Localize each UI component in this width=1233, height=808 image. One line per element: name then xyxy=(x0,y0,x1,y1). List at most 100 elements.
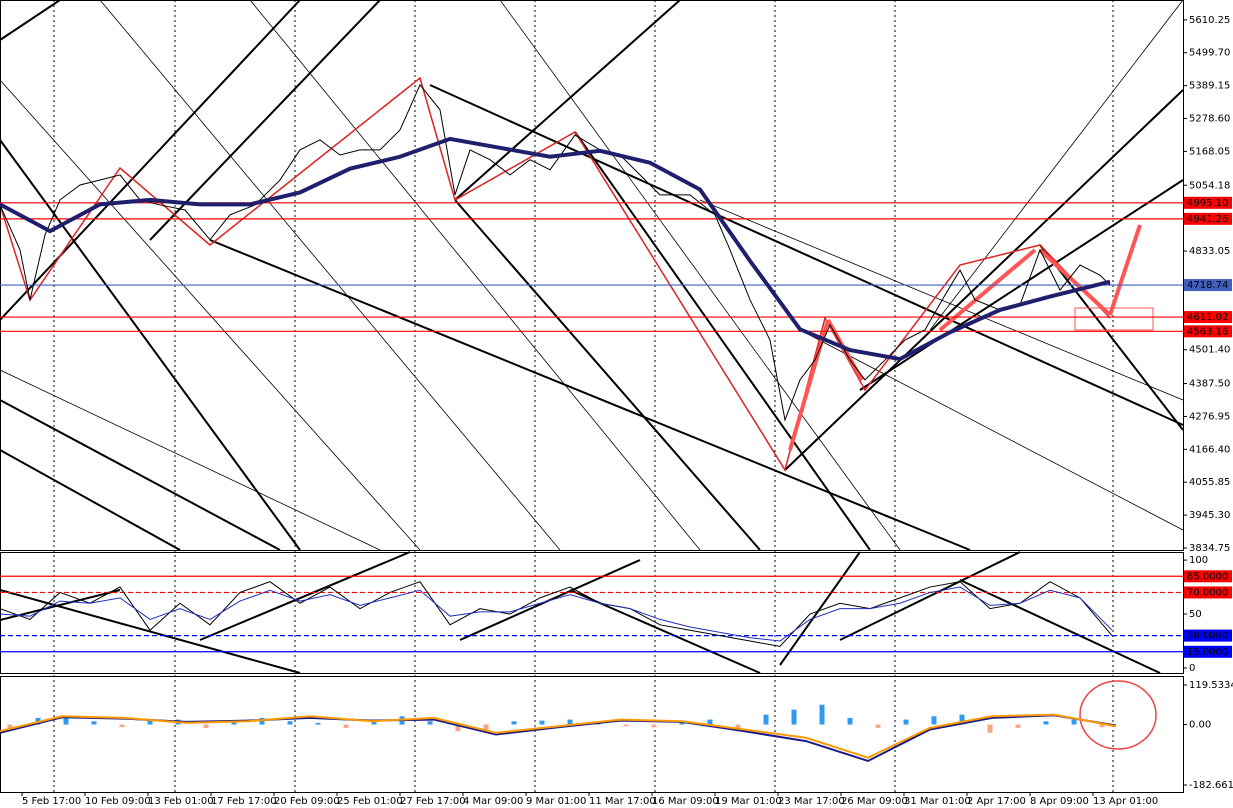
histogram-bar xyxy=(707,719,713,725)
x-tick-label: 13 Apr 01:00 xyxy=(1093,796,1158,807)
level-label: 70.0000 xyxy=(1187,587,1228,598)
x-tick-label: 10 Feb 09:00 xyxy=(85,796,151,807)
histogram-bar xyxy=(343,724,349,728)
y-tick-label: 5499.70 xyxy=(1189,48,1230,59)
level-label-bg xyxy=(1184,196,1232,209)
x-tick-label: 11 Mar 17:00 xyxy=(589,796,656,807)
level-label-bg xyxy=(1184,311,1232,324)
y-tick-label: 4501.40 xyxy=(1189,345,1230,356)
histogram-bar xyxy=(763,714,769,725)
y-tick-label: 5389.15 xyxy=(1189,81,1230,92)
level-label: 85.0000 xyxy=(1187,571,1228,582)
level-label-bg xyxy=(1184,570,1232,583)
histogram-bar xyxy=(427,721,433,725)
histogram-bar xyxy=(483,724,489,730)
level-label-bg xyxy=(1184,645,1232,658)
trendlines xyxy=(0,0,1184,674)
frames xyxy=(0,0,1184,793)
histogram-bar xyxy=(903,719,909,725)
histogram-bar xyxy=(455,724,461,732)
x-tick-label: 25 Feb 01:00 xyxy=(337,796,403,807)
histogram-bar xyxy=(847,717,853,725)
histogram-bar xyxy=(1015,724,1021,728)
y-tick-label: 5168.05 xyxy=(1189,146,1230,157)
level-label-bg xyxy=(1184,279,1232,292)
histogram-bar xyxy=(623,724,629,727)
y-tick-label: 0 xyxy=(1189,663,1195,674)
y-tick-label: 5278.60 xyxy=(1189,114,1230,125)
series-line xyxy=(0,136,1111,362)
y-tick-label: 5054.18 xyxy=(1189,180,1230,191)
level-label-bg xyxy=(1184,586,1232,599)
histogram-bar xyxy=(987,724,993,733)
histogram-bar xyxy=(875,724,881,728)
y-tick-label: 5610.25 xyxy=(1189,15,1230,26)
x-tick-label: 2 Apr 17:00 xyxy=(967,796,1026,807)
histogram-bar xyxy=(315,722,321,725)
level-label-bg xyxy=(1184,212,1232,225)
histogram-bar xyxy=(539,720,545,725)
x-tick-label: 17 Feb 17:00 xyxy=(211,796,277,807)
histogram-bar xyxy=(931,716,937,725)
histogram-bar xyxy=(567,719,573,725)
histogram-bar xyxy=(119,724,125,728)
level-label: 30.0000 xyxy=(1187,631,1228,642)
histogram-bar xyxy=(1099,724,1105,728)
histogram-bar xyxy=(231,721,237,725)
x-tick-label: 9 Mar 01:00 xyxy=(526,796,586,807)
histogram-bar xyxy=(791,709,797,725)
level-label: 15.0000 xyxy=(1187,647,1228,658)
y-tick-label: 0.00 xyxy=(1189,720,1211,731)
x-tick-label: 8 Apr 09:00 xyxy=(1030,796,1089,807)
level-label: 4563.16 xyxy=(1187,326,1228,337)
histogram-bar xyxy=(1071,719,1077,725)
level-label-bg xyxy=(1184,325,1232,338)
histogram-bar xyxy=(63,716,69,725)
x-tick-label: 20 Feb 09:00 xyxy=(274,796,340,807)
zone-box xyxy=(1074,307,1154,331)
y-tick-label: 4166.40 xyxy=(1189,444,1230,455)
histogram-bar xyxy=(203,724,209,728)
histogram-bar xyxy=(651,724,657,728)
histogram-bar xyxy=(147,720,153,725)
histogram-bar xyxy=(91,721,97,725)
histogram-bar xyxy=(1043,721,1049,725)
x-tick-label: 26 Mar 09:00 xyxy=(841,796,908,807)
x-tick-label: 23 Mar 17:00 xyxy=(778,796,845,807)
level-label-bg xyxy=(1184,629,1232,642)
level-label: 4995.10 xyxy=(1187,198,1228,209)
y-tick-label: 4833.05 xyxy=(1189,246,1230,257)
level-label: 4611.02 xyxy=(1187,312,1228,323)
zigzag xyxy=(0,76,1111,472)
histogram-bar xyxy=(819,704,825,725)
y-tick-label: 4276.95 xyxy=(1189,411,1230,422)
histogram-bar xyxy=(259,717,265,725)
y-tick-label: 100 xyxy=(1189,555,1208,566)
x-tick-label: 27 Feb 17:00 xyxy=(400,796,466,807)
x-tick-label: 5 Feb 17:00 xyxy=(22,796,81,807)
y-tick-label: 4055.85 xyxy=(1189,477,1230,488)
histogram-bar xyxy=(7,724,13,730)
series-line xyxy=(0,581,1113,647)
x-tick-label: 16 Mar 09:00 xyxy=(652,796,719,807)
y-tick-label: 119.5334 xyxy=(1189,680,1233,691)
x-tick-label: 31 Mar 01:00 xyxy=(904,796,971,807)
y-tick-label: 3834.75 xyxy=(1189,543,1230,554)
y-tick-label: 4387.50 xyxy=(1189,379,1230,390)
series-line xyxy=(0,586,1113,642)
histogram-bar xyxy=(287,721,293,725)
y-tick-label: 50 xyxy=(1189,609,1202,620)
x-tick-label: 19 Mar 01:00 xyxy=(715,796,782,807)
x-tick-label: 13 Feb 01:00 xyxy=(148,796,214,807)
histogram-bar xyxy=(511,721,517,725)
level-label: 4941.26 xyxy=(1187,214,1228,225)
level-label: 4718.74 xyxy=(1187,280,1228,291)
histogram-bar xyxy=(959,714,965,725)
x-tick-label: 4 Mar 09:00 xyxy=(463,796,523,807)
series-line xyxy=(0,83,1111,422)
highlight-circle xyxy=(1079,680,1157,750)
y-tick-label: 3945.30 xyxy=(1189,510,1230,521)
series-line xyxy=(0,713,1117,759)
